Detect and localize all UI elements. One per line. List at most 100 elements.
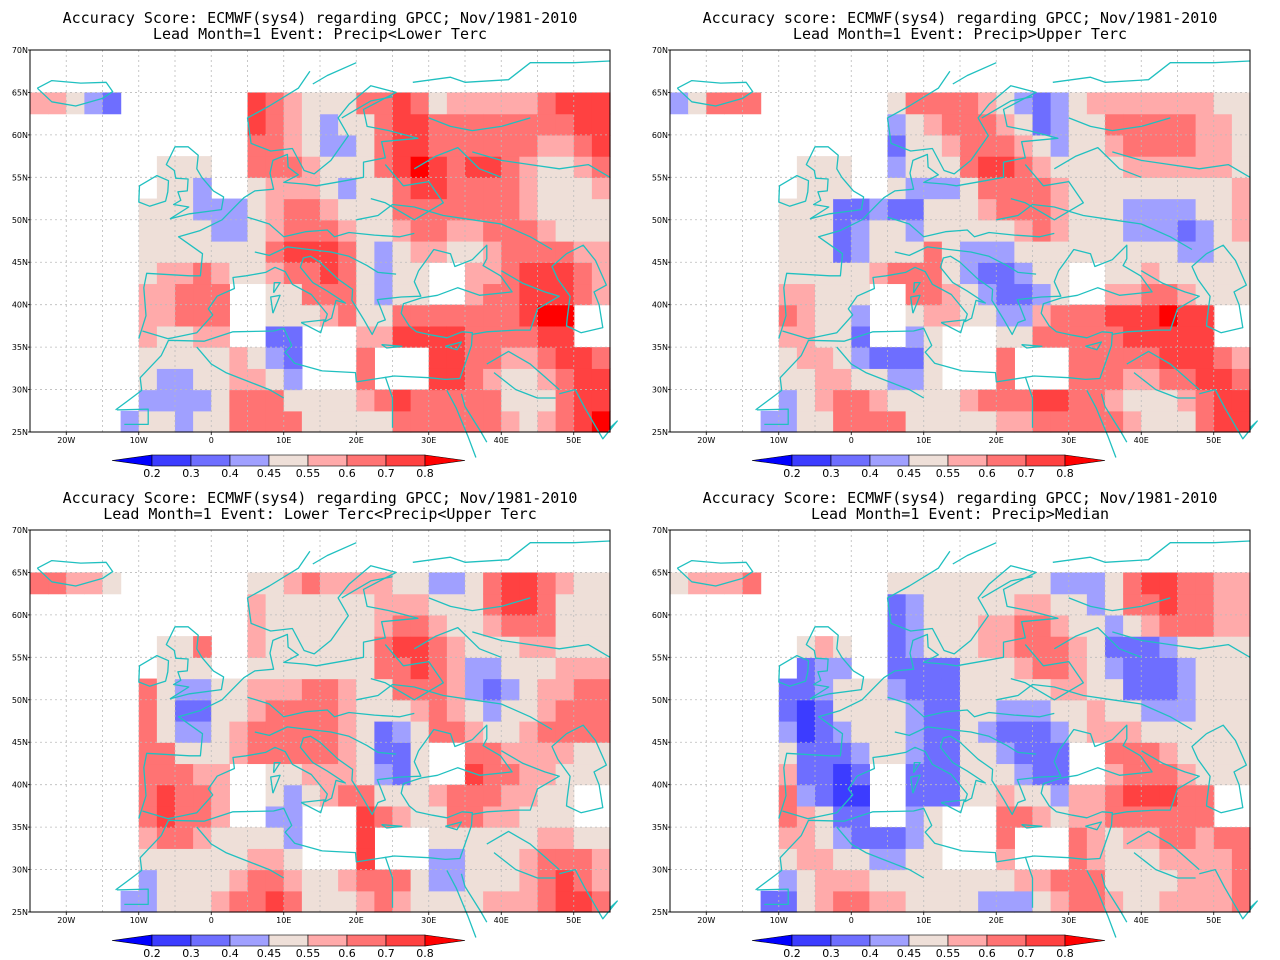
lat-tick-label: 45N (12, 258, 28, 267)
field-cell (1159, 572, 1179, 595)
coastline (270, 294, 281, 314)
field-cell (356, 699, 375, 722)
field-cell (1032, 177, 1052, 200)
colorbar-segment (385, 454, 426, 467)
field-cell (1141, 177, 1160, 200)
field-cell (483, 410, 502, 433)
coastline (1112, 151, 1251, 178)
field-cell (905, 283, 925, 306)
field-cell (247, 177, 267, 200)
field-cell (374, 325, 394, 348)
field-cell (175, 721, 194, 743)
field-cell (978, 262, 997, 285)
field-cell (537, 827, 557, 849)
field-cell (591, 699, 611, 722)
coastline (894, 726, 1037, 755)
field-cell (1086, 657, 1106, 680)
field-cell (1231, 241, 1251, 263)
field-cell (833, 410, 852, 433)
field-cell (833, 198, 852, 221)
coastline (116, 408, 149, 426)
field-cell (796, 177, 816, 200)
field-cell (1195, 572, 1215, 595)
coastline (778, 174, 810, 207)
field-cell (356, 848, 375, 871)
field-cell (338, 890, 357, 913)
field-cell (1213, 614, 1233, 637)
field-cell (1195, 636, 1215, 658)
field-cell (338, 156, 357, 178)
field-cell (410, 262, 430, 285)
coastline (493, 852, 556, 879)
field-cell (519, 890, 539, 913)
field-cell (1050, 593, 1070, 616)
field-cell (573, 678, 593, 701)
field-cell (941, 389, 961, 412)
field-cell (941, 156, 961, 178)
lon-tick-label: 40E (1134, 436, 1149, 445)
field-cell (591, 389, 611, 412)
field-cell (1086, 134, 1106, 157)
field-cell (555, 763, 575, 786)
field-cell (537, 572, 557, 595)
field-cell (1032, 262, 1052, 285)
field-cell (796, 848, 816, 871)
coastline (270, 774, 281, 794)
field-cell (1159, 325, 1179, 348)
coastline (446, 390, 477, 458)
field-cell (1014, 593, 1034, 616)
field-cell (905, 848, 925, 871)
field-cell (941, 869, 961, 892)
coastline (381, 823, 403, 829)
field-cell (1195, 283, 1215, 306)
field-cell (428, 347, 448, 369)
coastline (1100, 393, 1128, 443)
field-cell (156, 763, 176, 786)
field-cell (211, 721, 230, 743)
field-cell (905, 198, 925, 221)
field-cell (428, 721, 448, 743)
field-cell (555, 304, 575, 327)
field-cell (796, 283, 816, 306)
field-cell (923, 219, 943, 242)
field-cell (591, 678, 611, 701)
colorbar-segment (346, 454, 387, 467)
field-cell (1177, 805, 1197, 828)
field-cell (555, 347, 575, 369)
field-cell (1177, 678, 1197, 701)
field-cell (84, 572, 104, 595)
lat-tick-label: 30N (652, 866, 668, 875)
field-cell (392, 198, 412, 221)
field-cell (1014, 763, 1034, 786)
field-cell (392, 721, 412, 743)
field-cell (519, 262, 539, 285)
field-cell (265, 177, 285, 200)
coastline (341, 576, 393, 599)
field-cell (996, 784, 1015, 807)
field-cell (960, 198, 979, 221)
field-cell (833, 869, 852, 892)
field-cell (392, 389, 412, 412)
panel-subtitle: Lead Month=1 Event: Lower Terc<Precip<Up… (103, 505, 537, 523)
field-cell (156, 410, 176, 433)
field-cell (1195, 219, 1215, 242)
lon-tick-label: 20W (57, 916, 75, 925)
field-cell (483, 262, 502, 285)
field-cell (1123, 678, 1142, 701)
field-cell (211, 699, 230, 722)
field-cell (283, 92, 303, 115)
lon-tick-label: 20E (349, 436, 364, 445)
field-cell (193, 657, 212, 680)
field-cell (869, 262, 889, 285)
field-cell (392, 636, 412, 658)
field-cell (1086, 347, 1106, 369)
field-cell (555, 848, 575, 871)
field-cell (229, 869, 249, 892)
longitude-labels: 20W 10W 0 10E 20E 30E 40E 50E (57, 912, 581, 925)
field-cell (1213, 890, 1233, 913)
field-cell (978, 134, 997, 157)
coastline (460, 873, 488, 923)
field-cell (211, 410, 230, 433)
field-cell (410, 636, 430, 658)
field-cell (156, 241, 176, 263)
